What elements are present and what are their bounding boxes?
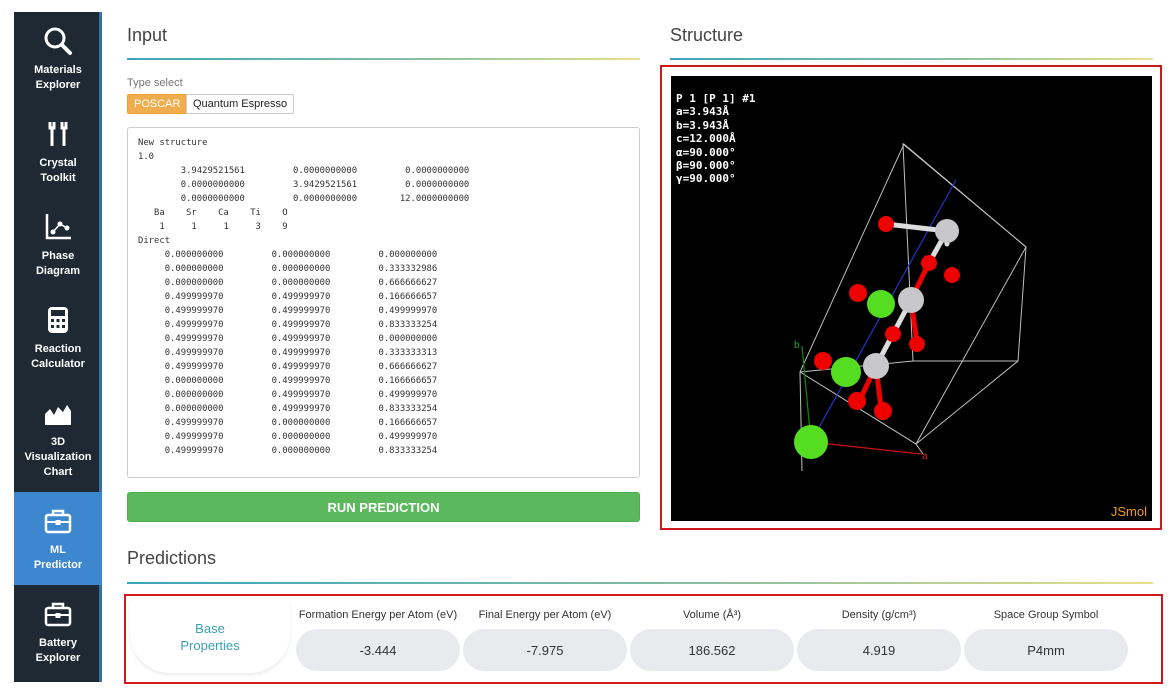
sidebar-item-label: Crystal Toolkit (39, 156, 77, 184)
sidebar-item-materials-explorer[interactable]: Materials Explorer (14, 12, 102, 105)
base-properties-tab[interactable]: Base Properties (130, 601, 290, 673)
jsmol-logo: JSmol (1110, 504, 1147, 519)
cell-info-text: P 1 [P 1] #1 a=3.943Å b=3.943Å c=12.000Å… (676, 92, 756, 186)
structure-highlight-frame (660, 65, 1162, 530)
sidebar-item-label: Reaction Calculator (31, 342, 85, 370)
sidebar-item-label: 3D Visualization Chart (24, 435, 92, 478)
toolbox-icon (42, 598, 74, 630)
type-button-poscar[interactable]: POSCAR (127, 94, 188, 114)
property-name-final-energy: Final Energy per Atom (eV) (478, 609, 612, 621)
bonds (854, 221, 950, 411)
input-divider (127, 58, 640, 60)
property-name-formation-energy: Formation Energy per Atom (eV) (298, 609, 458, 621)
sidebar-item-reaction-calculator[interactable]: Reaction Calculator (14, 291, 102, 384)
axis-a-line (810, 441, 922, 455)
toolbox-icon (42, 505, 74, 537)
sidebar-item-label: ML Predictor (33, 543, 83, 571)
property-value-volume: 186.562 (630, 629, 794, 671)
structure-section-title: Structure (670, 25, 744, 45)
sidebar-item-label: Battery Explorer (35, 636, 81, 664)
property-value-formation-energy: -3.444 (296, 629, 460, 671)
property-name-volume: Volume (Å³) (682, 609, 742, 621)
sidebar-item-battery-explorer[interactable]: Battery Explorer (14, 585, 102, 678)
property-value-final-energy: -7.975 (463, 629, 627, 671)
type-button-quantum-espresso[interactable]: Quantum Espresso (186, 94, 295, 114)
axis-a-label: a (922, 451, 928, 462)
property-name-space-group: Space Group Symbol (993, 609, 1099, 621)
sidebar-item-3d-visualization-chart[interactable]: 3D Visualization Chart (14, 384, 102, 492)
tools-icon (42, 118, 74, 150)
property-value-space-group: P4mm (964, 629, 1128, 671)
jsmol-viewer[interactable]: P 1 [P 1] #1 a=3.943Å b=3.943Å c=12.000Å… (671, 76, 1152, 521)
crystal-structure-render: a b (794, 142, 1027, 472)
sidebar-item-ml-predictor[interactable]: ML Predictor (14, 492, 102, 585)
predictions-section-title: Predictions (127, 548, 217, 568)
run-prediction-button[interactable]: RUN PREDICTION (127, 492, 640, 522)
predictions-divider (127, 582, 1153, 584)
axis-b-label: b (794, 340, 800, 351)
sidebar-accent-bar (99, 12, 102, 682)
magnifier-icon (42, 25, 74, 57)
atoms (794, 216, 960, 459)
sidebar-item-phase-diagram[interactable]: Phase Diagram (14, 198, 102, 291)
input-section-title: Input (127, 25, 168, 45)
property-value-density: 4.919 (797, 629, 961, 671)
phase-diagram-icon (42, 211, 74, 243)
structure-divider (670, 58, 1153, 60)
sidebar-item-crystal-toolkit[interactable]: Crystal Toolkit (14, 105, 102, 198)
surface-chart-icon (42, 397, 74, 429)
calculator-icon (42, 304, 74, 336)
sidebar-nav: Materials Explorer Crystal Toolkit Phase… (14, 12, 102, 682)
type-select-label: Type select (127, 77, 183, 89)
property-name-density: Density (g/cm³) (841, 609, 917, 621)
poscar-textarea[interactable]: New structure 1.0 3.9429521561 0.0000000… (127, 127, 640, 478)
predictions-highlight-frame (124, 594, 1163, 684)
sidebar-item-label: Materials Explorer (34, 63, 82, 91)
sidebar-item-label: Phase Diagram (35, 249, 81, 277)
